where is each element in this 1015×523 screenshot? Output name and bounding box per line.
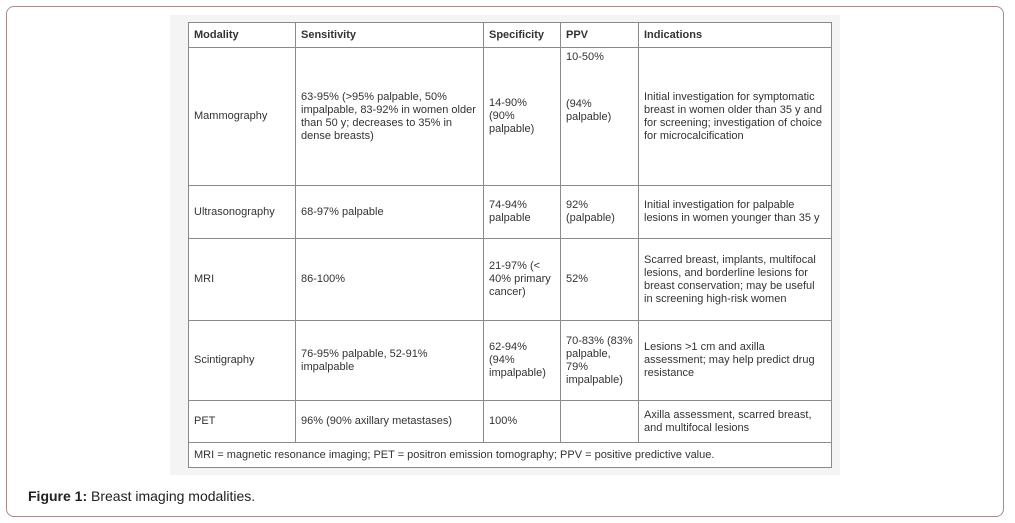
header-row: Modality Sensitivity Specificity PPV Indicat…: [188, 22, 832, 48]
table-row: Scintigraphy 76-95% palpable, 52-91% impa…: [188, 320, 832, 401]
table-cell: 21-97% (< 40% primary cancer): [483, 238, 561, 321]
header-cell: Indications: [638, 22, 832, 48]
imaging-table: Modality Sensitivity Specificity PPV Indicat…: [188, 22, 832, 468]
figure-card: [6, 6, 1004, 517]
table-cell: Initial investigation for symptomatic br…: [638, 47, 832, 186]
table-cell: Lesions >1 cm and axilla assessment; may…: [638, 320, 832, 401]
table-cell: MRI: [188, 238, 296, 321]
table-cell: 68-97% palpable: [295, 185, 484, 239]
table-cell: Scarred breast, implants, multifocal les…: [638, 238, 832, 321]
table-cell: PET: [188, 400, 296, 443]
table-row: Ultrasonography 68-97% palpable 74-94% pal…: [188, 185, 832, 239]
header-cell: Sensitivity: [295, 22, 484, 48]
table-cell: 63-95% (>95% palpable, 50% impalpable, 8…: [295, 47, 484, 186]
table-cell: 76-95% palpable, 52-91% impalpable: [295, 320, 484, 401]
table-cell: 92% (palpable): [560, 185, 639, 239]
caption-text: Breast imaging modalities.: [91, 488, 256, 504]
table-cell: Axilla assessment, scarred breast, and m…: [638, 400, 832, 443]
table-cell: 96% (90% axillary metastases): [295, 400, 484, 443]
cell-line: 10-50%: [566, 51, 604, 63]
table-cell: 74-94% palpable: [483, 185, 561, 239]
table-row: MRI 86-100% 21-97% (< 40% primary cancer) 5…: [188, 238, 832, 321]
table-cell: 100%: [483, 400, 561, 443]
table-cell: 86-100%: [295, 238, 484, 321]
footnote: MRI = magnetic resonance imaging; PET = …: [188, 442, 832, 468]
caption-label: Figure 1:: [28, 488, 88, 504]
header-cell: Specificity: [483, 22, 561, 48]
table-cell: Initial investigation for palpable lesio…: [638, 185, 832, 239]
header-cell: PPV: [560, 22, 639, 48]
table-cell: Scintigraphy: [188, 320, 296, 401]
table-cell: [560, 400, 639, 443]
table-row: PET 96% (90% axillary metastases) 100% Axil…: [188, 400, 832, 443]
table-cell: 52%: [560, 238, 639, 321]
table-cell: Mammography: [188, 47, 296, 186]
table-cell: 10-50% (94% palpable): [560, 47, 639, 186]
table-cell: Ultrasonography: [188, 185, 296, 239]
footnote-row: MRI = magnetic resonance imaging; PET = …: [188, 442, 832, 468]
table-cell: 62-94% (94% impalpable): [483, 320, 561, 401]
table-cell: 70-83% (83% palpable, 79% impalpable): [560, 320, 639, 401]
caption: Figure 1: Breast imaging modalities.: [28, 488, 255, 504]
table-row: Mammography 63-95% (>95% palpable, 50% im…: [188, 47, 832, 186]
header-cell: Modality: [188, 22, 296, 48]
cell-line: (94% palpable): [566, 98, 612, 123]
table-body: Mammography 63-95% (>95% palpable, 50% im…: [188, 47, 832, 468]
table-cell: 14-90% (90% palpable): [483, 47, 561, 186]
